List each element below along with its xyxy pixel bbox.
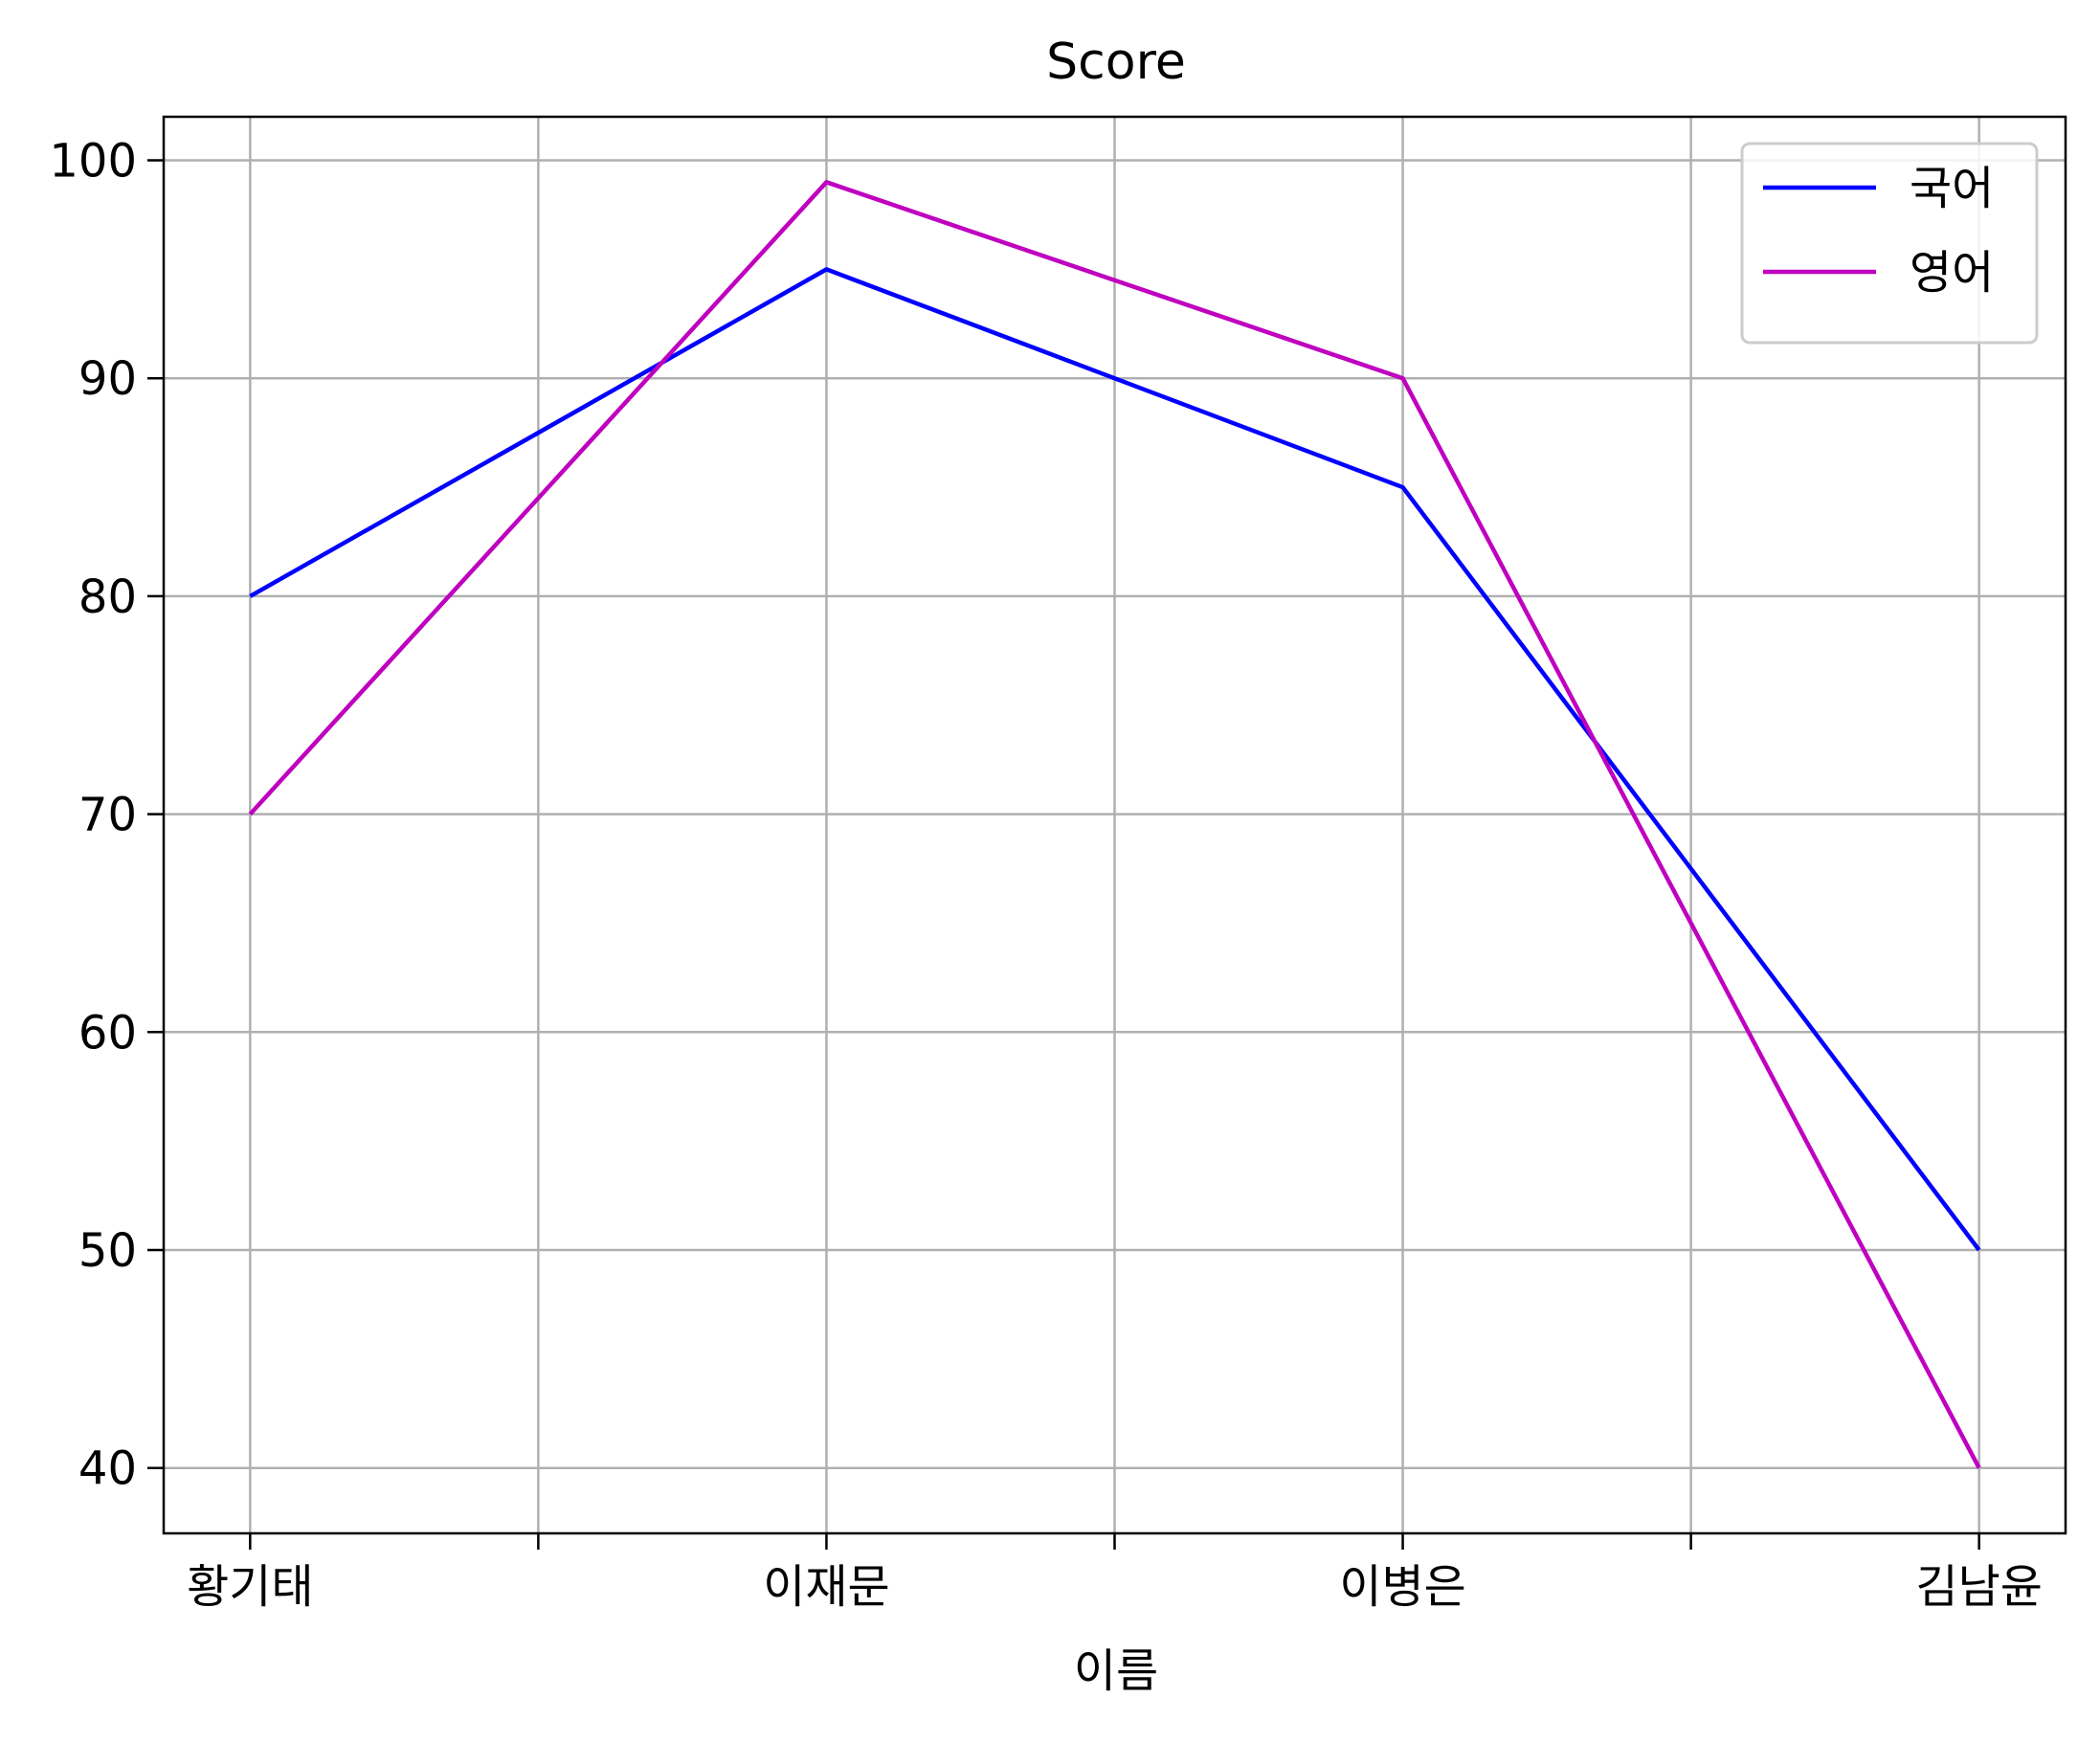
x-tick-label: 김남윤 <box>1915 1560 2042 1614</box>
y-tick-label: 60 <box>78 1006 137 1060</box>
legend-box <box>1740 142 2039 345</box>
x-tick-label: 이재문 <box>763 1560 889 1614</box>
y-tick-label: 50 <box>78 1224 137 1278</box>
y-tick-label: 70 <box>78 789 137 842</box>
y-tick-label: 90 <box>78 352 137 406</box>
y-tick-label: 100 <box>49 135 137 189</box>
y-tick-label: 80 <box>78 570 137 624</box>
x-axis-label: 이름 <box>1074 1644 1158 1698</box>
y-axis-ticks: 40 50 60 70 80 90 100 <box>49 135 164 1496</box>
x-axis-ticks: 황기태 이재문 이병은 김남윤 <box>187 1533 2043 1614</box>
x-tick-label: 이병은 <box>1339 1560 1465 1614</box>
legend-label: 영어 <box>1910 246 1994 300</box>
series-line-0 <box>249 267 1981 1252</box>
y-tick-label: 40 <box>78 1442 137 1496</box>
series-lines <box>248 180 1981 1469</box>
series-line-1 <box>248 180 1981 1469</box>
chart-title: Score <box>1046 34 1186 91</box>
x-tick-label: 황기태 <box>187 1560 313 1614</box>
legend-label: 국어 <box>1910 162 1994 215</box>
